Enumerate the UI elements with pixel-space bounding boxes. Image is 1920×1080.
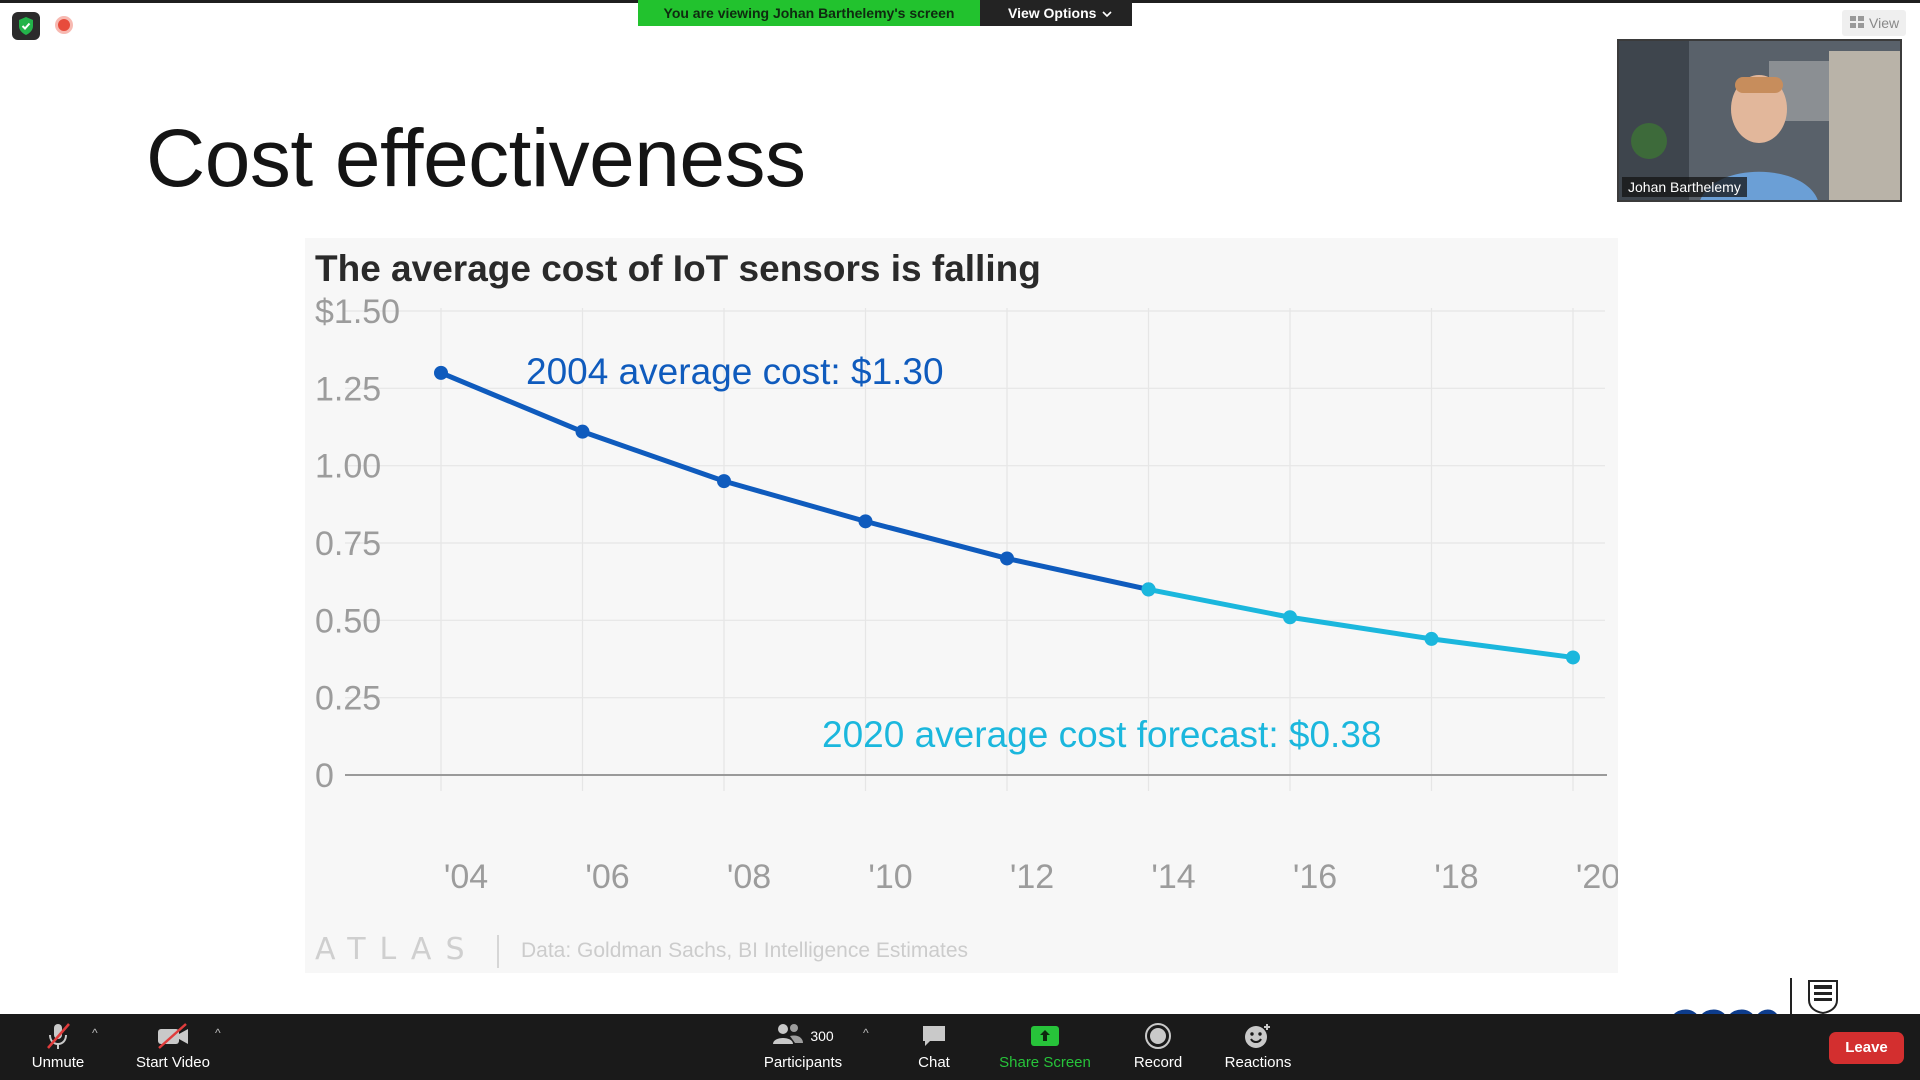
participants-count: 300 bbox=[810, 1028, 834, 1044]
reactions-label: Reactions bbox=[1224, 1054, 1292, 1071]
share-screen-icon bbox=[1029, 1020, 1061, 1052]
x-tick-label: '14 bbox=[1151, 858, 1195, 896]
data-point bbox=[858, 514, 873, 529]
record-label: Record bbox=[1133, 1054, 1183, 1071]
annotation-2020: 2020 average cost forecast: $0.38 bbox=[822, 714, 1381, 755]
start-video-label: Start Video bbox=[136, 1054, 210, 1071]
y-tick-label: 0.50 bbox=[315, 602, 381, 640]
data-point bbox=[1000, 551, 1014, 566]
svg-text:ATLAS: ATLAS bbox=[315, 932, 479, 967]
chart-card: 0 0.25 0.50 0.75 1.00 1.25 $1.50 '04 '06 '08 '10 '1… bbox=[305, 238, 1618, 973]
x-tick-label: '12 bbox=[1010, 858, 1054, 896]
security-shield-icon[interactable] bbox=[12, 12, 40, 40]
y-tick-label: 0.75 bbox=[315, 525, 381, 563]
x-tick-label: '04 bbox=[444, 858, 488, 896]
viewing-banner: You are viewing Johan Barthelemy's scree… bbox=[638, 0, 1132, 26]
slide-title: Cost effectiveness bbox=[146, 113, 806, 204]
participant-video-thumbnail[interactable]: Johan Barthelemy bbox=[1617, 39, 1902, 202]
y-tick-label: 1.00 bbox=[315, 448, 381, 486]
share-screen-button[interactable]: Share Screen bbox=[998, 1020, 1092, 1076]
chevron-down-icon bbox=[1102, 0, 1113, 26]
annotation-2004: 2004 average cost: $1.30 bbox=[526, 351, 944, 392]
participant-video-icon bbox=[1619, 41, 1900, 200]
video-off-icon bbox=[156, 1020, 190, 1052]
y-tick-label: 1.25 bbox=[315, 370, 381, 408]
x-tick-label: '08 bbox=[727, 858, 771, 896]
data-source-text: Data: Goldman Sachs, BI Intelligence Est… bbox=[521, 939, 968, 962]
chat-label: Chat bbox=[918, 1054, 950, 1071]
muted-microphone-icon bbox=[43, 1020, 73, 1052]
unmute-button[interactable]: Unmute bbox=[28, 1020, 88, 1076]
meeting-toolbar: Unmute ^ Start Video ^ 300 Participants … bbox=[0, 1014, 1920, 1080]
y-tick-label: 0 bbox=[315, 757, 334, 795]
record-icon bbox=[1144, 1020, 1172, 1052]
participants-icon bbox=[772, 1022, 804, 1050]
brand-logo bbox=[1672, 995, 1777, 1015]
y-tick-label: 0.25 bbox=[315, 680, 381, 718]
video-options-caret-icon[interactable]: ^ bbox=[215, 1026, 221, 1040]
participants-button[interactable]: 300 Participants bbox=[760, 1020, 846, 1076]
view-options-label: View Options bbox=[1008, 5, 1097, 21]
participant-name: Johan Barthelemy bbox=[1622, 177, 1747, 197]
x-tick-label: '20 bbox=[1576, 858, 1618, 896]
line-chart: 0 0.25 0.50 0.75 1.00 1.25 $1.50 '04 '06 '08 '10 '1… bbox=[315, 293, 1618, 968]
brand-divider bbox=[1790, 978, 1792, 1014]
series-line-1 bbox=[440, 370, 1150, 592]
data-point bbox=[575, 424, 590, 439]
x-tick-label: '06 bbox=[585, 858, 629, 896]
viewing-banner-text: You are viewing Johan Barthelemy's scree… bbox=[638, 0, 980, 26]
data-point bbox=[1566, 650, 1580, 665]
y-tick-label: $1.50 bbox=[315, 293, 400, 331]
grid-view-icon bbox=[1850, 10, 1864, 36]
data-point bbox=[1424, 631, 1439, 646]
data-point bbox=[434, 365, 448, 380]
chat-button[interactable]: Chat bbox=[914, 1020, 954, 1076]
reactions-button[interactable]: Reactions bbox=[1224, 1020, 1292, 1076]
view-options-button[interactable]: View Options bbox=[980, 0, 1132, 26]
data-point bbox=[717, 474, 731, 489]
series-line-2 bbox=[1148, 586, 1574, 660]
audio-options-caret-icon[interactable]: ^ bbox=[92, 1026, 98, 1040]
university-crest-icon bbox=[1806, 978, 1840, 1015]
x-tick-label: '16 bbox=[1293, 858, 1337, 896]
participants-label: Participants bbox=[763, 1054, 843, 1071]
reactions-smiley-icon bbox=[1243, 1020, 1273, 1052]
leave-meeting-button[interactable]: Leave bbox=[1829, 1032, 1904, 1064]
chart-title: The average cost of IoT sensors is falli… bbox=[315, 248, 1041, 289]
atlas-logo: ATLAS bbox=[315, 932, 479, 967]
share-screen-label: Share Screen bbox=[999, 1054, 1091, 1071]
x-tick-label: '18 bbox=[1434, 858, 1478, 896]
x-tick-label: '10 bbox=[868, 858, 912, 896]
start-video-button[interactable]: Start Video bbox=[133, 1020, 213, 1076]
participants-options-caret-icon[interactable]: ^ bbox=[863, 1026, 869, 1040]
recording-indicator-icon bbox=[55, 16, 73, 34]
unmute-label: Unmute bbox=[31, 1054, 85, 1071]
chat-bubble-icon bbox=[920, 1020, 948, 1052]
data-point bbox=[1141, 582, 1156, 597]
record-button[interactable]: Record bbox=[1132, 1020, 1184, 1076]
view-button-label: View bbox=[1869, 15, 1900, 31]
data-point bbox=[1283, 610, 1297, 625]
view-layout-button[interactable]: View bbox=[1842, 10, 1906, 36]
